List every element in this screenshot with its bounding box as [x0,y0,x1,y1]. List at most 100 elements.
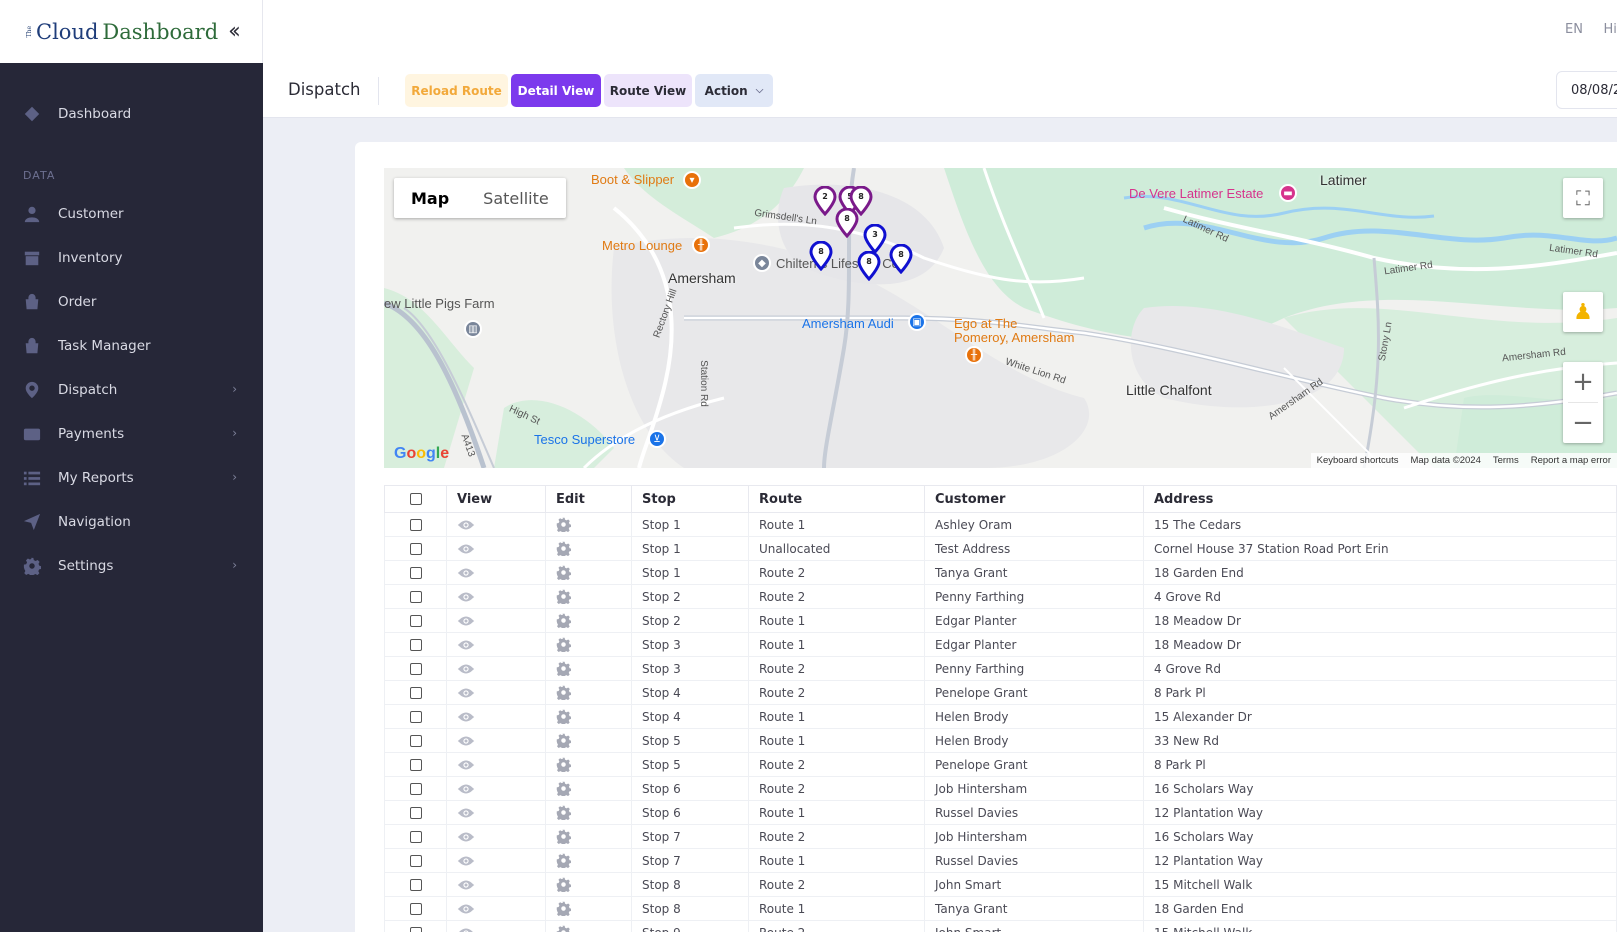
row-checkbox[interactable] [384,776,447,801]
sidebar-item-customer[interactable]: Customer [0,192,263,236]
terms-link[interactable]: Terms [1492,455,1519,466]
select-all-checkbox[interactable] [384,485,447,513]
sidebar-item-dashboard[interactable]: Dashboard [0,92,263,136]
column-header-customer[interactable]: Customer [924,485,1144,513]
table-row[interactable]: Stop 4 Route 2 Penelope Grant 8 Park Pl [384,680,1617,705]
row-checkbox[interactable] [384,824,447,849]
row-checkbox[interactable] [384,608,447,633]
sidebar-item-inventory[interactable]: Inventory [0,236,263,280]
gear-icon[interactable] [545,704,632,729]
eye-icon[interactable] [446,896,546,921]
row-checkbox[interactable] [384,680,447,705]
gear-icon[interactable] [545,584,632,609]
row-checkbox[interactable] [384,704,447,729]
brand-logo[interactable]: The Cloud Dashboard ‹‹ [0,0,263,63]
eye-icon[interactable] [446,752,546,777]
eye-icon[interactable] [446,920,546,932]
eye-icon[interactable] [446,584,546,609]
column-header-route[interactable]: Route [748,485,925,513]
route-pin-icon[interactable]: 8 [809,240,833,272]
fullscreen-icon[interactable]: ⛶ [1563,178,1603,218]
row-checkbox[interactable] [384,800,447,825]
eye-icon[interactable] [446,632,546,657]
gear-icon[interactable] [545,560,632,585]
eye-icon[interactable] [446,872,546,897]
table-row[interactable]: Stop 4 Route 1 Helen Brody 15 Alexander Dr [384,704,1617,729]
eye-icon[interactable] [446,608,546,633]
column-header-stop[interactable]: Stop [631,485,749,513]
row-checkbox[interactable] [384,656,447,681]
action-dropdown[interactable]: Action ⌵ [695,74,773,107]
zoom-out-icon[interactable]: − [1572,408,1594,438]
eye-icon[interactable] [446,776,546,801]
keyboard-shortcuts-link[interactable]: Keyboard shortcuts [1316,455,1399,466]
row-checkbox[interactable] [384,848,447,873]
row-checkbox[interactable] [384,560,447,585]
route-pin-icon[interactable]: 2 [813,185,837,217]
report-error-link[interactable]: Report a map error [1530,455,1611,466]
gear-icon[interactable] [545,872,632,897]
sidebar-item-order[interactable]: Order [0,280,263,324]
row-checkbox[interactable] [384,632,447,657]
route-pin-icon[interactable]: 8 [835,207,859,239]
eye-icon[interactable] [446,728,546,753]
detail-view-button[interactable]: Detail View [511,74,601,107]
eye-icon[interactable] [446,824,546,849]
sidebar-item-settings[interactable]: Settings › [0,544,263,588]
map-type-map-button[interactable]: Map [411,188,450,208]
gear-icon[interactable] [545,656,632,681]
row-checkbox[interactable] [384,536,447,561]
table-row[interactable]: Stop 7 Route 1 Russel Davies 12 Plantation … [384,848,1617,873]
gear-icon[interactable] [545,920,632,932]
sidebar-item-payments[interactable]: Payments › [0,412,263,456]
table-row[interactable]: Stop 8 Route 2 John Smart 15 Mitchell Walk [384,872,1617,897]
row-checkbox[interactable] [384,512,447,537]
gear-icon[interactable] [545,608,632,633]
gear-icon[interactable] [545,824,632,849]
pegman-icon[interactable]: ♟ [1563,292,1603,332]
table-row[interactable]: Stop 3 Route 2 Penny Farthing 4 Grove Rd [384,656,1617,681]
route-map[interactable]: Latimer Amersham Little Chalfont Boot & … [384,168,1617,468]
eye-icon[interactable] [446,800,546,825]
table-row[interactable]: Stop 7 Route 2 Job Hintersham 16 Scholars W… [384,824,1617,849]
zoom-in-icon[interactable]: + [1572,367,1594,397]
table-row[interactable]: Stop 1 Route 1 Ashley Oram 15 The Cedars [384,512,1617,537]
gear-icon[interactable] [545,680,632,705]
column-header-address[interactable]: Address [1143,485,1617,513]
row-checkbox[interactable] [384,920,447,932]
route-pin-icon[interactable]: 8 [849,185,873,217]
eye-icon[interactable] [446,848,546,873]
gear-icon[interactable] [545,512,632,537]
sidebar-item-navigation[interactable]: Navigation [0,500,263,544]
table-row[interactable]: Stop 6 Route 1 Russel Davies 12 Plantation … [384,800,1617,825]
language-switch[interactable]: EN [1565,22,1583,37]
column-header-edit[interactable]: Edit [545,485,632,513]
reload-route-button[interactable]: Reload Route [405,74,508,107]
table-row[interactable]: Stop 5 Route 2 Penelope Grant 8 Park Pl [384,752,1617,777]
gear-icon[interactable] [545,632,632,657]
route-pin-icon[interactable]: 8 [857,250,881,282]
date-picker[interactable]: 08/08/2024 [1556,71,1617,109]
eye-icon[interactable] [446,656,546,681]
gear-icon[interactable] [545,776,632,801]
gear-icon[interactable] [545,536,632,561]
row-checkbox[interactable] [384,584,447,609]
gear-icon[interactable] [545,752,632,777]
table-row[interactable]: Stop 1 Unallocated Test Address Cornel Hous… [384,536,1617,561]
table-row[interactable]: Stop 8 Route 1 Tanya Grant 18 Garden End [384,896,1617,921]
route-view-button[interactable]: Route View [604,74,692,107]
row-checkbox[interactable] [384,728,447,753]
route-pin-icon[interactable]: 8 [889,243,913,275]
double-chevron-left-icon[interactable]: ‹‹ [228,19,240,44]
table-row[interactable]: Stop 1 Route 2 Tanya Grant 18 Garden End [384,560,1617,585]
table-row[interactable]: Stop 5 Route 1 Helen Brody 33 New Rd [384,728,1617,753]
column-header-view[interactable]: View [446,485,546,513]
user-greeting[interactable]: Hi, [1603,22,1617,37]
map-type-satellite-button[interactable]: Satellite [483,188,549,208]
table-row[interactable]: Stop 6 Route 2 Job Hintersham 16 Scholars W… [384,776,1617,801]
sidebar-item-task-manager[interactable]: Task Manager [0,324,263,368]
gear-icon[interactable] [545,800,632,825]
eye-icon[interactable] [446,704,546,729]
route-pin-icon[interactable]: 3 [863,223,887,255]
